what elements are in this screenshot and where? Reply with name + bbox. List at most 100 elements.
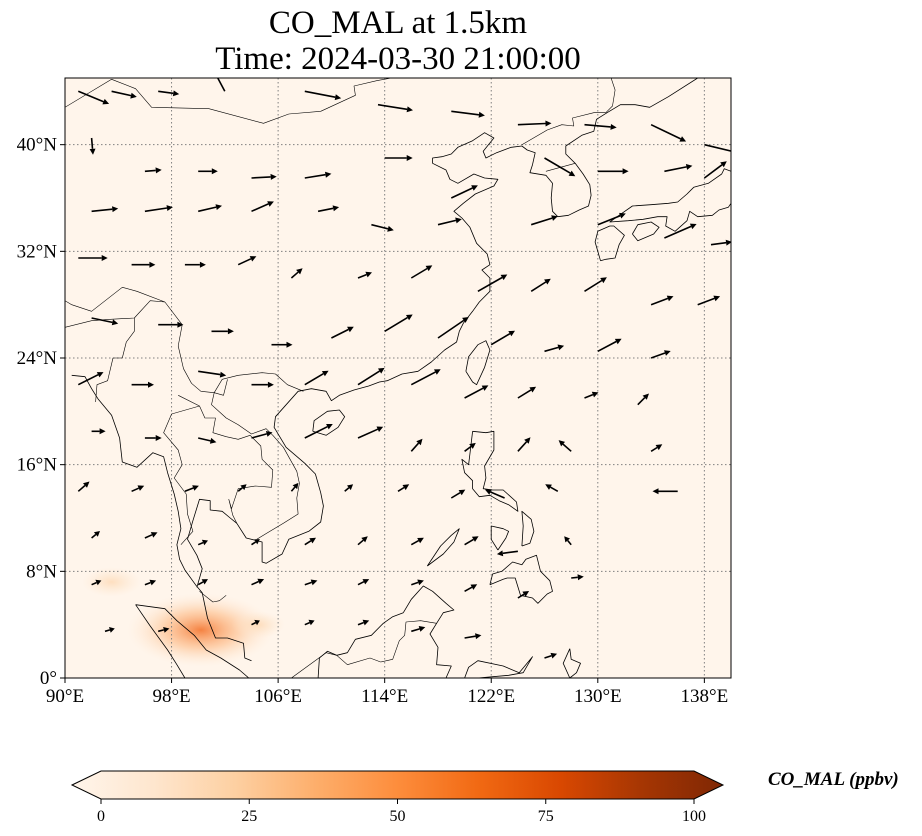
wind-arrow — [91, 428, 106, 435]
country-border — [605, 78, 616, 113]
wind-arrow — [197, 579, 208, 586]
wind-arrow — [464, 584, 478, 592]
lon-tick-label: 138°E — [681, 686, 729, 707]
wind-arrow — [637, 393, 649, 406]
wind-arrow — [451, 110, 485, 118]
wind-arrow — [584, 277, 607, 292]
lon-tick-label: 106°E — [254, 686, 302, 707]
wind-arrow — [77, 372, 104, 386]
wind-arrow — [410, 537, 424, 546]
wind-arrow — [496, 550, 519, 557]
map-title: CO_MAL at 1.5km — [268, 5, 528, 41]
wind-arrow — [517, 120, 552, 127]
country-border — [163, 405, 200, 545]
wind-arrow — [158, 627, 170, 633]
colorbar-ticks: 0 25 50 75 100 — [97, 799, 706, 825]
wind-arrow — [211, 328, 234, 335]
coastline — [317, 585, 455, 678]
wind-arrow — [384, 314, 413, 332]
wind-arrow — [397, 484, 410, 492]
wind-arrow — [251, 619, 260, 626]
coastline — [135, 604, 250, 678]
wind-arrow — [144, 532, 158, 539]
wind-arrow — [78, 255, 108, 261]
co-hotspot-1 — [82, 567, 142, 597]
wind-arrow — [184, 261, 206, 268]
lon-tick-label: 98°E — [152, 686, 190, 707]
wind-arrow — [437, 317, 469, 339]
coastline — [562, 648, 581, 678]
wind-arrow — [357, 426, 384, 439]
wind-arrow — [464, 442, 476, 452]
wind-arrow — [317, 205, 340, 213]
wind-arrow — [411, 626, 426, 633]
country-border — [521, 112, 606, 145]
coastline — [71, 374, 252, 662]
country-border — [211, 392, 300, 540]
wind-arrow — [597, 212, 626, 226]
wind-arrow — [571, 574, 584, 581]
wind-arrow — [198, 370, 227, 378]
wind-arrow — [357, 367, 385, 386]
wind-arrow — [477, 274, 508, 292]
wind-arrow — [357, 579, 370, 586]
wind-arrow — [450, 185, 478, 199]
wind-arrow — [411, 579, 424, 586]
country-borders — [65, 78, 616, 678]
wind-arrow — [144, 205, 173, 213]
wind-arrow — [464, 536, 479, 546]
wind-arrow — [450, 489, 466, 499]
wind-arrow — [304, 424, 333, 439]
wind-arrow — [304, 370, 329, 386]
wind-arrow — [251, 578, 265, 586]
wind-arrow — [664, 223, 697, 239]
wind-arrow — [144, 579, 157, 586]
wind-arrow — [158, 90, 180, 97]
wind-arrow — [198, 437, 217, 444]
country-border — [95, 318, 135, 403]
coastline — [594, 225, 625, 262]
colorbar-tick-label: 50 — [390, 808, 406, 825]
wind-arrow — [304, 579, 318, 586]
coastline — [490, 525, 509, 551]
wind-arrow — [197, 539, 208, 546]
wind-arrow — [91, 579, 102, 586]
wind-arrow — [271, 341, 293, 348]
wind-arrow — [290, 482, 299, 492]
wind-arrow — [410, 438, 423, 452]
wind-arrow — [304, 619, 315, 626]
coastline — [465, 340, 491, 386]
wind-arrow — [650, 295, 674, 306]
wind-arrow — [652, 488, 678, 495]
wind-arrow — [237, 484, 247, 492]
wind-arrow — [650, 350, 671, 359]
country-border — [199, 591, 227, 603]
country-border — [65, 300, 165, 328]
wind-arrow — [357, 536, 368, 546]
country-border — [214, 379, 228, 396]
wind-arrow — [198, 168, 218, 175]
coastline — [464, 656, 533, 678]
map-frame — [64, 77, 732, 679]
lon-tick-label: 122°E — [467, 686, 515, 707]
wind-arrow — [251, 201, 274, 213]
coastline — [489, 554, 553, 604]
wind-arrow — [198, 204, 222, 213]
wind-arrow — [530, 215, 558, 226]
wind-arrow — [710, 239, 731, 246]
wind-arrow — [184, 485, 199, 493]
map-time-subtitle: Time: 2024-03-30 21:00:00 — [215, 41, 581, 77]
wind-arrow — [251, 381, 274, 388]
coastline — [426, 528, 460, 567]
wind-arrow — [697, 295, 721, 306]
wind-arrow — [331, 326, 354, 339]
wind-arrow — [517, 591, 530, 599]
wind-arrow — [251, 431, 273, 439]
wind-arrow — [91, 531, 100, 539]
colorbar-tick-label: 25 — [241, 808, 257, 825]
wind-arrow — [290, 268, 303, 279]
wind-arrow — [131, 261, 156, 268]
wind-arrow — [304, 537, 316, 546]
wind-arrow — [530, 278, 551, 292]
wind-arrow — [584, 123, 617, 130]
